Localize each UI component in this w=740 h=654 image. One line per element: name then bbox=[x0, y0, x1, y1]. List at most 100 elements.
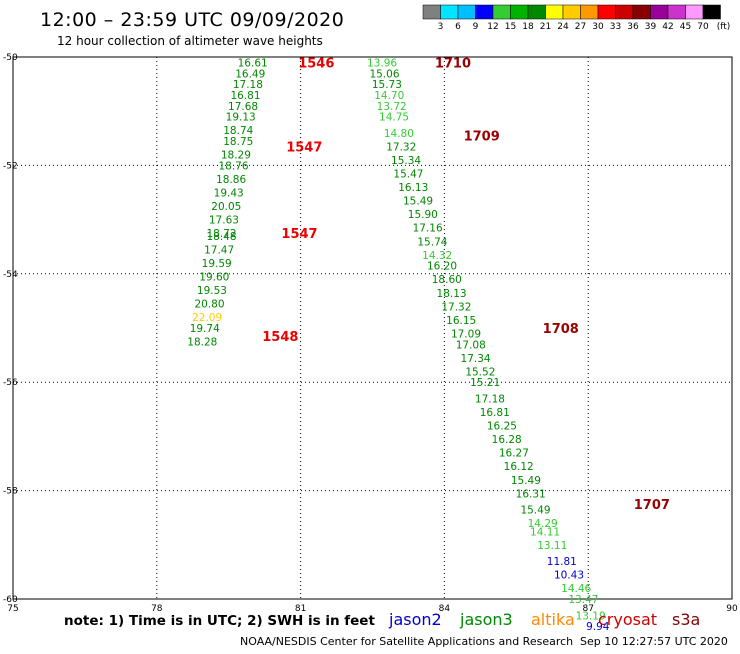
x-tick-label: 84 bbox=[439, 604, 451, 614]
colorbar-swatch bbox=[440, 4, 459, 20]
colorbar-tick-label: 6 bbox=[455, 22, 461, 32]
wave-height-value: 19.60 bbox=[199, 272, 229, 284]
wave-height-value: 15.49 bbox=[403, 196, 433, 208]
wave-height-value: 17.18 bbox=[475, 393, 505, 405]
x-tick-label: 75 bbox=[7, 604, 18, 614]
wave-height-value: 15.47 bbox=[393, 169, 423, 181]
colorbar-swatch bbox=[545, 4, 564, 20]
colorbar-tick-label: 42 bbox=[662, 22, 673, 32]
pass-time-label: 1548 bbox=[262, 330, 298, 345]
wave-height-value: 20.05 bbox=[211, 201, 241, 213]
colorbar-tick-label: 24 bbox=[557, 22, 569, 32]
colorbar-swatch bbox=[562, 4, 581, 20]
wave-height-value: 16.81 bbox=[230, 90, 260, 102]
wave-height-value: 19.43 bbox=[214, 188, 244, 200]
wave-height-value: 15.49 bbox=[520, 505, 550, 517]
wave-height-value: 15.52 bbox=[465, 366, 495, 378]
colorbar-swatch bbox=[702, 4, 721, 20]
colorbar-tick-label: 36 bbox=[627, 22, 639, 32]
x-tick-label: 87 bbox=[582, 604, 593, 614]
wave-height-value: 14.32 bbox=[422, 250, 452, 262]
wave-height-points: 16.6116.4917.1816.8117.6819.1318.7418.75… bbox=[187, 57, 609, 633]
wave-height-value: 15.34 bbox=[391, 155, 421, 167]
colorbar-tick-label: 21 bbox=[540, 22, 551, 32]
wave-height-value: 18.48 bbox=[206, 231, 236, 243]
axis-tick-labels: 75 78 81 84 87 90 -50 -52 -54 -56 -58 -60 bbox=[3, 53, 738, 614]
colorbar-tick-label: 9 bbox=[473, 22, 479, 32]
wave-height-value: 15.74 bbox=[417, 236, 447, 248]
y-tick-label: -58 bbox=[3, 487, 18, 497]
wave-height-value: 15.73 bbox=[372, 79, 402, 91]
wave-height-value: 18.76 bbox=[218, 160, 248, 172]
wave-height-value: 16.81 bbox=[480, 407, 510, 419]
pass-time-label: 1707 bbox=[634, 498, 670, 513]
pass-time-labels: 1546 1547 1547 1548 1710 1709 1708 1707 bbox=[262, 56, 670, 513]
colorbar-unit: (ft) bbox=[717, 22, 731, 32]
wave-height-value: 15.21 bbox=[470, 377, 500, 389]
wave-height-value: 13.19 bbox=[576, 610, 606, 622]
colorbar-tick-label: 18 bbox=[522, 22, 534, 32]
colorbar-tick-label: 27 bbox=[575, 22, 586, 32]
pass-time-label: 1710 bbox=[435, 56, 471, 71]
wave-height-value: 16.61 bbox=[238, 57, 268, 69]
wave-height-value: 17.47 bbox=[204, 244, 234, 256]
colorbar-swatch bbox=[492, 4, 511, 20]
wave-height-value: 16.12 bbox=[504, 461, 534, 473]
color-scale-legend: 3 6 9 12 15 18 21 24 27 30 33 36 39 42 45 70 (ft) bbox=[422, 4, 731, 32]
colorbar-tick-label: 39 bbox=[645, 22, 657, 32]
wave-height-value: 17.34 bbox=[461, 353, 491, 365]
y-tick-label: -52 bbox=[3, 161, 18, 171]
wave-height-value: 18.75 bbox=[223, 136, 253, 148]
colorbar-swatch bbox=[667, 4, 686, 20]
generated-timestamp: Sep 10 12:27:57 UTC 2020 bbox=[580, 635, 728, 648]
grid-lines bbox=[13, 57, 732, 599]
satellite-s3a: s3a bbox=[672, 610, 700, 629]
wave-height-value: 19.59 bbox=[202, 258, 232, 270]
wave-height-value: 14.11 bbox=[530, 526, 560, 538]
x-tick-label: 81 bbox=[295, 604, 306, 614]
pass-time-label: 1708 bbox=[543, 322, 579, 337]
colorbar-tick-label: 30 bbox=[592, 22, 604, 32]
wave-height-value: 18.60 bbox=[432, 274, 462, 286]
wave-height-value: 15.90 bbox=[408, 209, 438, 221]
wave-height-value: 13.47 bbox=[568, 594, 598, 606]
wave-height-value: 14.29 bbox=[528, 518, 558, 530]
wave-height-value: 14.46 bbox=[561, 583, 591, 595]
wave-height-value: 20.80 bbox=[194, 299, 224, 311]
wave-height-value: 18.29 bbox=[221, 150, 251, 162]
wave-height-value: 14.75 bbox=[379, 112, 409, 124]
colorbar-swatch bbox=[527, 4, 546, 20]
satellite-altika: altika bbox=[531, 610, 575, 629]
pass-time-label: 1709 bbox=[464, 130, 500, 145]
wave-height-value: 17.68 bbox=[228, 101, 258, 113]
wave-height-value: 16.15 bbox=[446, 315, 476, 327]
colorbar-swatch bbox=[632, 4, 651, 20]
wave-height-value: 17.32 bbox=[441, 301, 471, 313]
y-tick-label: -54 bbox=[3, 270, 18, 280]
colorbar-swatch bbox=[685, 4, 704, 20]
wave-height-value: 17.09 bbox=[451, 328, 481, 340]
y-tick-label: -50 bbox=[3, 53, 18, 63]
pass-time-label: 1546 bbox=[298, 56, 334, 71]
chart-subtitle: 12 hour collection of altimeter wave hei… bbox=[57, 34, 323, 48]
wave-height-value: 19.13 bbox=[226, 112, 256, 124]
wave-height-value: 14.80 bbox=[384, 128, 414, 140]
colorbar-tick-label: 3 bbox=[438, 22, 444, 32]
wave-height-value: 16.49 bbox=[235, 68, 265, 80]
credit-line: NOAA/NESDIS Center for Satellite Applica… bbox=[240, 635, 573, 648]
wave-height-value: 13.11 bbox=[537, 540, 567, 552]
y-tick-label: -60 bbox=[3, 595, 18, 605]
y-tick-label: -56 bbox=[3, 378, 18, 388]
wave-height-value: 16.28 bbox=[492, 434, 522, 446]
wave-height-value: 11.81 bbox=[547, 556, 577, 568]
wave-height-value: 17.08 bbox=[456, 339, 486, 351]
wave-height-value: 16.13 bbox=[398, 182, 428, 194]
wave-height-value: 18.86 bbox=[216, 174, 246, 186]
wave-height-value: 19.53 bbox=[197, 285, 227, 297]
wave-height-value: 15.06 bbox=[369, 68, 399, 80]
wave-height-value: 17.18 bbox=[233, 79, 263, 91]
wave-height-value: 16.27 bbox=[499, 448, 529, 460]
wave-height-value: 10.43 bbox=[554, 570, 584, 582]
wave-height-value: 13.96 bbox=[367, 57, 397, 69]
